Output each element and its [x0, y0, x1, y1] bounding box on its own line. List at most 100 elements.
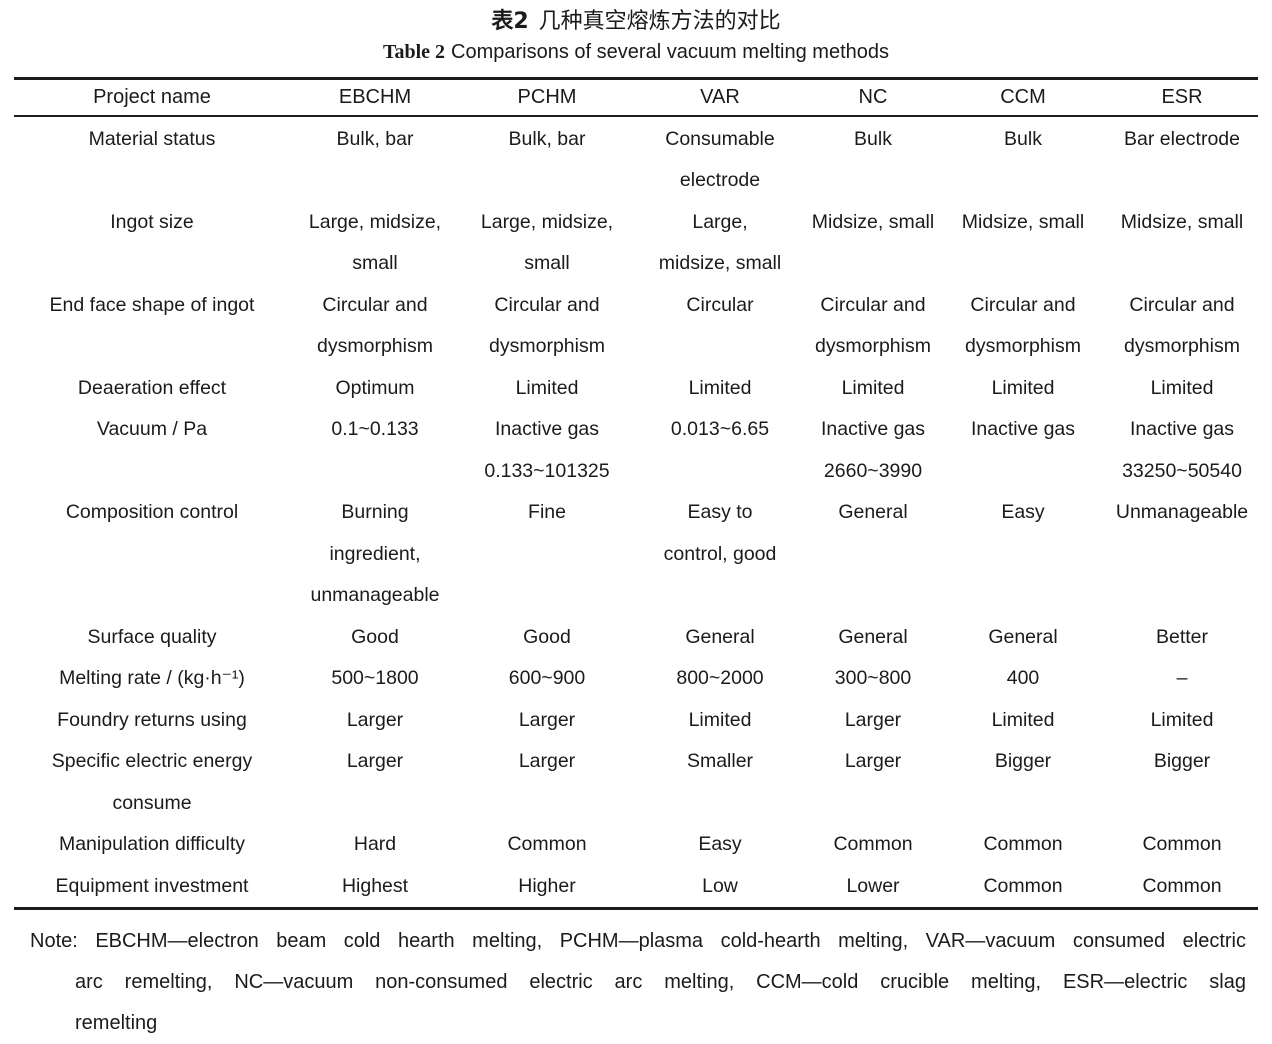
column-header: VAR: [634, 78, 806, 117]
table-cell: Low: [702, 874, 738, 897]
column-header: ESR: [1106, 78, 1258, 117]
table-cell: Easy: [1001, 501, 1045, 523]
table-cell: Circular and dysmorphism: [317, 293, 433, 358]
table-cell: Lower: [846, 874, 900, 897]
table-row: Vacuum / Pa 0.1~0.133 Inactive gas 0.133~1…: [14, 409, 1258, 492]
table-cell: Circular and dysmorphism: [965, 293, 1081, 358]
table-cell: Limited: [841, 376, 905, 399]
table-cell: Circular and dysmorphism: [1124, 293, 1240, 358]
table-cell: Bulk, bar: [508, 127, 586, 150]
table-row: Ingot size Large, midsize, small Large, mi…: [14, 202, 1258, 285]
table-cell: Limited: [991, 708, 1055, 731]
note-line: remelting: [75, 1012, 158, 1034]
table-cell: Large, midsize, small: [480, 210, 614, 275]
table-cell: Bar electrode: [1124, 127, 1240, 150]
row-label: Specific electric energy consume: [51, 750, 253, 814]
table-cell: Consumable electrode: [665, 127, 775, 192]
table-cell: Easy: [698, 833, 742, 855]
table-cell: Larger: [844, 708, 902, 731]
row-label: End face shape of ingot: [49, 293, 255, 316]
column-header: PCHM: [460, 78, 634, 117]
table-cell: Bigger: [994, 750, 1052, 772]
table-cell: Inactive gas 33250~50540: [1122, 418, 1242, 482]
table-cell: Inactive gas 0.133~101325: [484, 418, 610, 482]
table-cell: 300~800: [834, 667, 912, 689]
table-row: Specific electric energy consume Larger La…: [14, 741, 1258, 824]
table-cell: Bulk, bar: [336, 127, 414, 150]
table-cell: Limited: [688, 708, 752, 731]
table-cell: Bulk: [1004, 127, 1042, 150]
table-title-english-label: Table 2: [382, 41, 446, 63]
column-header: CCM: [940, 78, 1106, 117]
table-cell: Larger: [346, 708, 404, 731]
table-cell: Common: [507, 833, 587, 855]
table-cell: Common: [983, 833, 1063, 855]
row-label: Ingot size: [110, 210, 194, 233]
row-label: Surface quality: [87, 625, 217, 648]
table-cell: 400: [1006, 667, 1040, 689]
table-cell: Limited: [1150, 376, 1214, 399]
table-cell: Good: [351, 625, 399, 648]
row-label: Composition control: [65, 501, 239, 523]
table-row: Composition control Burning ingredient, u…: [14, 492, 1258, 617]
table-title-english: Table 2 Comparisons of several vacuum mel…: [0, 36, 1272, 68]
table-cell: Midsize, small: [961, 210, 1085, 233]
table-cell: Common: [983, 874, 1063, 897]
row-label: Equipment investment: [55, 874, 249, 897]
row-label: Foundry returns using: [57, 708, 247, 731]
note-line: Note: EBCHM—electron beam cold hearth me…: [30, 930, 1246, 952]
table-cell: Common: [1142, 833, 1222, 855]
table-cell: Common: [833, 833, 913, 855]
table-row: Equipment investment Highest Higher Low Lowe…: [14, 866, 1258, 909]
table-cell: Larger: [844, 750, 902, 772]
table-cell: Inactive gas 2660~3990: [820, 418, 926, 482]
table-cell: Unmanageable: [1115, 501, 1249, 523]
table-title-english-text: Comparisons of several vacuum melting me…: [451, 41, 890, 63]
table-cell: Limited: [1150, 708, 1214, 731]
table-cell: 0.1~0.133: [331, 418, 419, 440]
row-label: Vacuum / Pa: [96, 418, 208, 440]
table-row: Manipulation difficulty Hard Common Easy Com…: [14, 824, 1258, 866]
table-cell: Bulk: [854, 127, 892, 150]
column-header-project-name: Project name: [14, 78, 290, 117]
table-row: Melting rate / (kg·h⁻¹) 500~1800 600~900 80…: [14, 658, 1258, 700]
table-cell: Large, midsize, small: [658, 210, 782, 275]
table-cell: General: [838, 625, 908, 648]
row-label: Manipulation difficulty: [58, 833, 246, 855]
row-label: Melting rate / (kg·h⁻¹): [59, 667, 245, 689]
table-body: Material status Bulk, bar Bulk, bar Consuma…: [14, 116, 1258, 909]
row-label: Material status: [88, 127, 216, 150]
table-header-row: Project name EBCHM PCHM VAR NC CCM ESR: [14, 78, 1258, 117]
table-cell: 800~2000: [676, 667, 764, 689]
note-line: arc remelting, NC—vacuum non-consumed el…: [75, 971, 1246, 993]
table-cell: Inactive gas: [970, 418, 1076, 440]
table-cell: Circular and dysmorphism: [489, 293, 605, 358]
table-cell: –: [1176, 667, 1188, 689]
table-title-chinese: 表2 几种真空熔炼方法的对比: [0, 0, 1272, 36]
table-cell: Larger: [518, 750, 576, 772]
table-cell: General: [838, 501, 908, 523]
table-cell: Large, midsize, small: [308, 210, 442, 275]
table-cell: Burning ingredient, unmanageable: [310, 501, 440, 606]
table-cell: 0.013~6.65: [670, 418, 770, 440]
table-cell: 600~900: [508, 667, 586, 689]
table-cell: Limited: [991, 376, 1055, 399]
comparison-table: Project name EBCHM PCHM VAR NC CCM ESR Materia…: [14, 77, 1258, 910]
table-cell: Midsize, small: [1120, 210, 1244, 233]
table-cell: Larger: [346, 750, 404, 772]
table-cell: Smaller: [686, 750, 754, 772]
table-cell: Hard: [353, 833, 397, 855]
table-row: Deaeration effect Optimum Limited Limited Li…: [14, 368, 1258, 410]
table-cell: Bigger: [1153, 750, 1211, 772]
table-row: Foundry returns using Larger Larger Limited…: [14, 700, 1258, 742]
table-cell: Optimum: [335, 376, 415, 399]
table-cell: General: [685, 625, 755, 648]
table-cell: Easy to control, good: [663, 501, 777, 565]
table-cell: Limited: [515, 376, 579, 399]
table-row: End face shape of ingot Circular and dysm…: [14, 285, 1258, 368]
column-header: EBCHM: [290, 78, 460, 117]
table-row: Surface quality Good Good General General Gen…: [14, 617, 1258, 659]
table-cell: Highest: [341, 874, 409, 897]
table-cell: General: [988, 625, 1058, 648]
